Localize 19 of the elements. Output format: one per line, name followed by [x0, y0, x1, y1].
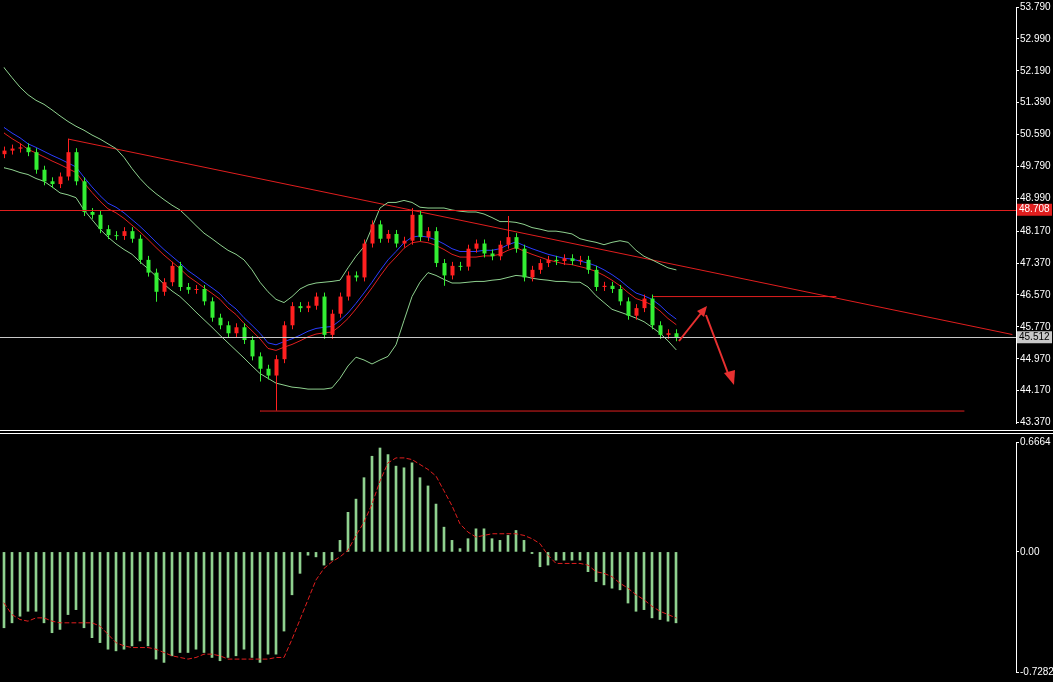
y-tick-label: 46.570	[1020, 288, 1052, 300]
y-tick-label: 47.370	[1020, 256, 1052, 268]
y-tick-label: 52.990	[1020, 32, 1052, 44]
y-tick-label: 51.390	[1020, 96, 1052, 108]
y-tick-label: 44.170	[1020, 384, 1052, 396]
y-tick-label: 48.990	[1020, 192, 1052, 204]
y-tick-label: 0.00	[1020, 545, 1040, 557]
ref-line-label: 45.512	[1019, 330, 1051, 342]
ref-line-label: 48.708	[1019, 203, 1051, 215]
y-tick-label: 48.170	[1020, 224, 1052, 236]
y-tick-label: 53.790	[1020, 0, 1052, 12]
y-tick-label: 44.970	[1020, 352, 1052, 364]
y-tick-label: 43.370	[1020, 416, 1052, 428]
y-tick-label: 52.190	[1020, 64, 1052, 76]
y-tick-label: 50.590	[1020, 128, 1052, 140]
y-tick-label: 45.770	[1020, 320, 1052, 332]
y-tick-label: -0.7282	[1020, 665, 1053, 677]
y-tick-label: 0.6664	[1020, 435, 1052, 447]
y-tick-label: 49.790	[1020, 160, 1052, 172]
